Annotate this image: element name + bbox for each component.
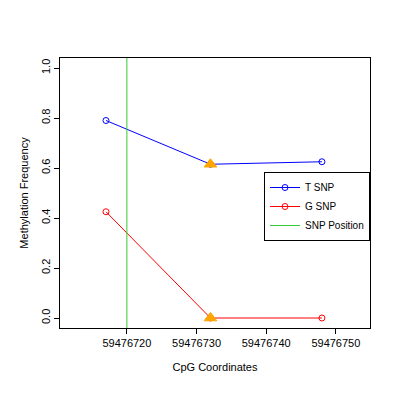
svg-text:59476720: 59476720: [102, 337, 151, 349]
svg-text:CpG Coordinates: CpG Coordinates: [173, 361, 258, 373]
svg-text:0.8: 0.8: [40, 109, 52, 124]
svg-text:0.6: 0.6: [40, 159, 52, 174]
svg-text:59476730: 59476730: [172, 337, 221, 349]
svg-text:SNP Position: SNP Position: [305, 220, 364, 231]
svg-text:1.0: 1.0: [40, 59, 52, 74]
svg-text:G SNP: G SNP: [305, 201, 336, 212]
svg-text:T SNP: T SNP: [305, 182, 335, 193]
svg-text:0.4: 0.4: [40, 209, 52, 224]
svg-text:59476740: 59476740: [242, 337, 291, 349]
svg-text:59476750: 59476750: [311, 337, 360, 349]
svg-text:Methylation Frequency: Methylation Frequency: [18, 137, 30, 249]
svg-text:0.0: 0.0: [40, 309, 52, 324]
svg-text:0.2: 0.2: [40, 259, 52, 274]
